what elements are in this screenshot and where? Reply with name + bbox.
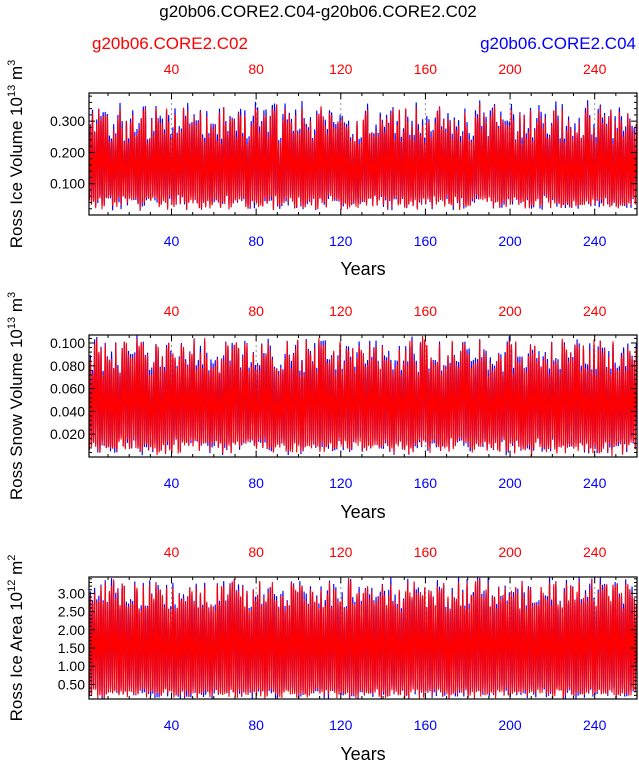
series-line-g20b06-core2-c02 <box>89 103 637 211</box>
x-tick-label-bottom: 120 <box>329 475 353 491</box>
x-tick-label-bottom: 160 <box>414 475 438 491</box>
x-tick-label-bottom: 40 <box>164 233 180 249</box>
x-tick-label-top: 200 <box>498 544 522 560</box>
x-tick-label-top: 240 <box>583 544 607 560</box>
x-tick-label-bottom: 200 <box>498 717 522 733</box>
x-tick-label-top: 160 <box>414 303 438 319</box>
plot-frame <box>88 92 638 216</box>
y-tick-label: 0.50 <box>58 676 85 692</box>
y-axis-label: Ross Ice Volume 1013 m3 <box>6 60 26 248</box>
x-tick-label-top: 40 <box>164 61 180 77</box>
plot-frame <box>88 576 638 700</box>
y-tick-label: 1.00 <box>58 658 85 674</box>
panel-2: 0.020 0.040 0.060 0.080 0.100 40 40 80 80 120 120 1… <box>6 292 638 522</box>
y-tick-label: 3.00 <box>58 585 85 601</box>
x-tick-label-bottom: 200 <box>498 233 522 249</box>
x-tick-label-top: 120 <box>329 303 353 319</box>
series-line-g20b06-core2-c02 <box>89 578 637 699</box>
x-axis-label: Years <box>340 259 385 279</box>
x-axis-label: Years <box>340 502 385 522</box>
x-tick-label-top: 40 <box>164 544 180 560</box>
y-tick-label: 0.060 <box>50 381 85 397</box>
y-tick-label: 1.50 <box>58 640 85 656</box>
y-tick-label: 0.200 <box>50 144 85 160</box>
x-tick-label-top: 120 <box>329 544 353 560</box>
x-tick-label-bottom: 80 <box>248 475 264 491</box>
x-tick-label-top: 200 <box>498 61 522 77</box>
x-tick-label-bottom: 160 <box>414 233 438 249</box>
x-tick-label-top: 160 <box>414 61 438 77</box>
y-tick-label: 0.100 <box>50 335 85 351</box>
series-line-g20b06-core2-c02 <box>89 336 637 457</box>
x-tick-label-top: 40 <box>164 303 180 319</box>
x-tick-label-bottom: 240 <box>583 475 607 491</box>
x-tick-label-bottom: 240 <box>583 233 607 249</box>
x-tick-label-bottom: 200 <box>498 475 522 491</box>
x-tick-label-top: 240 <box>583 303 607 319</box>
y-tick-label: 0.300 <box>50 113 85 129</box>
plot-frame <box>88 334 638 458</box>
x-tick-label-top: 80 <box>248 303 264 319</box>
y-tick-label: 0.040 <box>50 403 85 419</box>
panel-3: 0.50 1.00 1.50 2.00 2.50 3.00 40 40 80 80 120 120 16… <box>6 544 638 762</box>
legend-label-c04: g20b06.CORE2.C04 <box>480 34 636 53</box>
panel-1: 0.100 0.200 0.300 40 40 80 80 120 120 160 160 200 20… <box>6 60 638 279</box>
y-tick-label: 2.00 <box>58 622 85 638</box>
legend-label-c02: g20b06.CORE2.C02 <box>92 34 248 53</box>
y-tick-label: 0.020 <box>50 426 85 442</box>
x-tick-label-top: 80 <box>248 544 264 560</box>
x-tick-label-bottom: 160 <box>414 717 438 733</box>
y-tick-label: 2.50 <box>58 604 85 620</box>
x-tick-label-top: 80 <box>248 61 264 77</box>
x-tick-label-bottom: 120 <box>329 717 353 733</box>
x-tick-label-bottom: 80 <box>248 233 264 249</box>
y-tick-label: 0.080 <box>50 358 85 374</box>
y-axis-label: Ross Snow Volume 1013 m3 <box>6 292 26 500</box>
x-tick-label-top: 120 <box>329 61 353 77</box>
x-tick-label-top: 160 <box>414 544 438 560</box>
x-tick-label-top: 200 <box>498 303 522 319</box>
x-tick-label-bottom: 40 <box>164 717 180 733</box>
x-tick-label-top: 240 <box>583 61 607 77</box>
x-tick-label-bottom: 80 <box>248 717 264 733</box>
x-tick-label-bottom: 240 <box>583 717 607 733</box>
x-axis-label: Years <box>340 744 385 762</box>
chart-title: g20b06.CORE2.C04-g20b06.CORE2.C02 <box>159 2 477 21</box>
y-axis-label: Ross Ice Area 1012 m2 <box>6 555 26 722</box>
y-tick-label: 0.100 <box>50 176 85 192</box>
x-tick-label-bottom: 40 <box>164 475 180 491</box>
x-tick-label-bottom: 120 <box>329 233 353 249</box>
